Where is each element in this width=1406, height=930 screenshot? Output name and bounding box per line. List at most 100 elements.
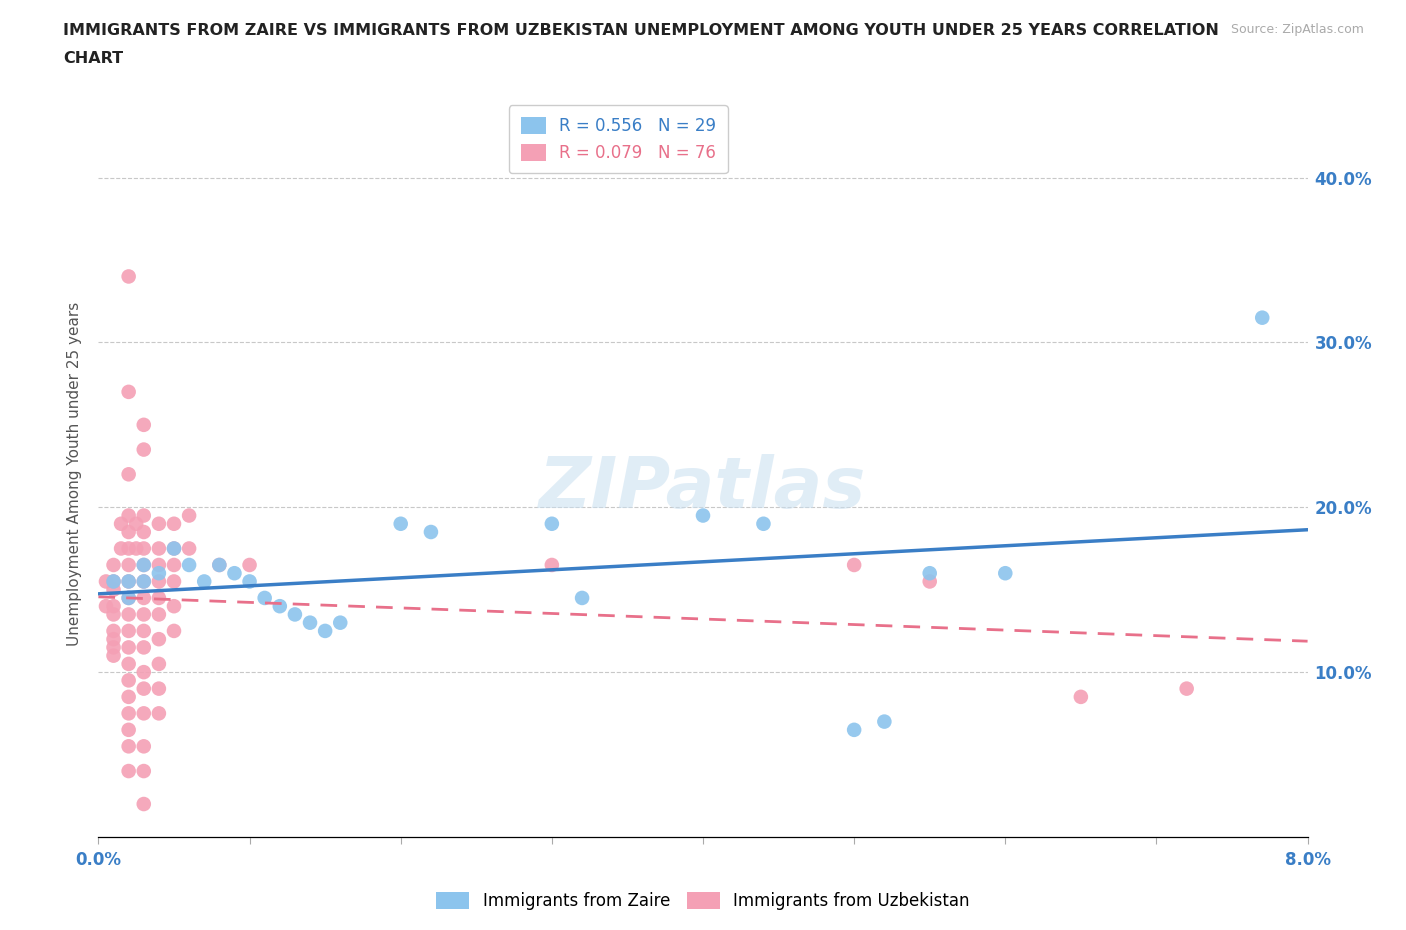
Point bbox=[110, 516, 132, 531]
Text: IMMIGRANTS FROM ZAIRE VS IMMIGRANTS FROM UZBEKISTAN UNEMPLOYMENT AMONG YOUTH UND: IMMIGRANTS FROM ZAIRE VS IMMIGRANTS FROM… bbox=[63, 23, 1219, 38]
Point bbox=[163, 516, 186, 531]
Point bbox=[132, 557, 155, 572]
Point bbox=[253, 591, 276, 605]
Point bbox=[179, 508, 201, 523]
Point bbox=[299, 616, 322, 631]
Point bbox=[148, 574, 170, 589]
Point bbox=[103, 599, 125, 614]
Point bbox=[132, 591, 155, 605]
Point bbox=[208, 557, 231, 572]
Point bbox=[163, 623, 186, 638]
Point bbox=[103, 640, 125, 655]
Point bbox=[118, 673, 141, 688]
Point bbox=[103, 631, 125, 646]
Point bbox=[844, 557, 866, 572]
Point bbox=[118, 738, 141, 753]
Point bbox=[918, 565, 941, 580]
Point bbox=[163, 541, 186, 556]
Point bbox=[132, 508, 155, 523]
Point bbox=[118, 508, 141, 523]
Point bbox=[239, 574, 262, 589]
Point bbox=[132, 418, 155, 432]
Text: CHART: CHART bbox=[63, 51, 124, 66]
Point bbox=[389, 516, 412, 531]
Point bbox=[132, 706, 155, 721]
Point bbox=[103, 574, 125, 589]
Point bbox=[148, 631, 170, 646]
Point bbox=[1175, 681, 1198, 696]
Point bbox=[103, 557, 125, 572]
Point bbox=[118, 640, 141, 655]
Point bbox=[329, 616, 352, 631]
Point bbox=[193, 574, 215, 589]
Point bbox=[118, 541, 141, 556]
Point bbox=[163, 574, 186, 589]
Point bbox=[118, 607, 141, 622]
Point bbox=[118, 574, 141, 589]
Point bbox=[118, 525, 141, 539]
Point bbox=[118, 764, 141, 778]
Point bbox=[148, 657, 170, 671]
Point bbox=[918, 574, 941, 589]
Point bbox=[314, 623, 336, 638]
Point bbox=[163, 557, 186, 572]
Point bbox=[132, 681, 155, 696]
Legend: Immigrants from Zaire, Immigrants from Uzbekistan: Immigrants from Zaire, Immigrants from U… bbox=[429, 885, 977, 917]
Point bbox=[118, 574, 141, 589]
Point bbox=[284, 607, 307, 622]
Point bbox=[420, 525, 443, 539]
Point bbox=[118, 657, 141, 671]
Point bbox=[163, 599, 186, 614]
Point bbox=[163, 541, 186, 556]
Point bbox=[132, 607, 155, 622]
Point bbox=[148, 557, 170, 572]
Point bbox=[118, 384, 141, 399]
Point bbox=[94, 599, 117, 614]
Point bbox=[103, 623, 125, 638]
Point bbox=[132, 764, 155, 778]
Point bbox=[692, 508, 714, 523]
Point bbox=[132, 442, 155, 457]
Point bbox=[125, 516, 148, 531]
Point bbox=[540, 557, 562, 572]
Point bbox=[118, 689, 141, 704]
Point bbox=[94, 574, 117, 589]
Point bbox=[179, 557, 201, 572]
Y-axis label: Unemployment Among Youth under 25 years: Unemployment Among Youth under 25 years bbox=[67, 302, 83, 646]
Point bbox=[148, 516, 170, 531]
Point bbox=[118, 591, 141, 605]
Point bbox=[148, 706, 170, 721]
Text: Source: ZipAtlas.com: Source: ZipAtlas.com bbox=[1230, 23, 1364, 36]
Point bbox=[132, 525, 155, 539]
Point bbox=[179, 541, 201, 556]
Point bbox=[118, 269, 141, 284]
Point bbox=[752, 516, 775, 531]
Point bbox=[132, 623, 155, 638]
Point bbox=[132, 738, 155, 753]
Point bbox=[132, 574, 155, 589]
Point bbox=[132, 640, 155, 655]
Point bbox=[994, 565, 1017, 580]
Point bbox=[103, 574, 125, 589]
Point bbox=[239, 557, 262, 572]
Point bbox=[125, 541, 148, 556]
Point bbox=[132, 665, 155, 680]
Point bbox=[132, 574, 155, 589]
Point bbox=[148, 607, 170, 622]
Point bbox=[224, 565, 246, 580]
Point bbox=[1070, 689, 1092, 704]
Legend: R = 0.556   N = 29, R = 0.079   N = 76: R = 0.556 N = 29, R = 0.079 N = 76 bbox=[509, 105, 728, 173]
Point bbox=[148, 591, 170, 605]
Point bbox=[132, 541, 155, 556]
Point bbox=[110, 541, 132, 556]
Point bbox=[118, 591, 141, 605]
Point bbox=[148, 681, 170, 696]
Point bbox=[571, 591, 593, 605]
Text: ZIPatlas: ZIPatlas bbox=[540, 455, 866, 524]
Point bbox=[1251, 311, 1274, 325]
Point bbox=[132, 557, 155, 572]
Point bbox=[540, 516, 562, 531]
Point bbox=[103, 582, 125, 597]
Point bbox=[208, 557, 231, 572]
Point bbox=[873, 714, 896, 729]
